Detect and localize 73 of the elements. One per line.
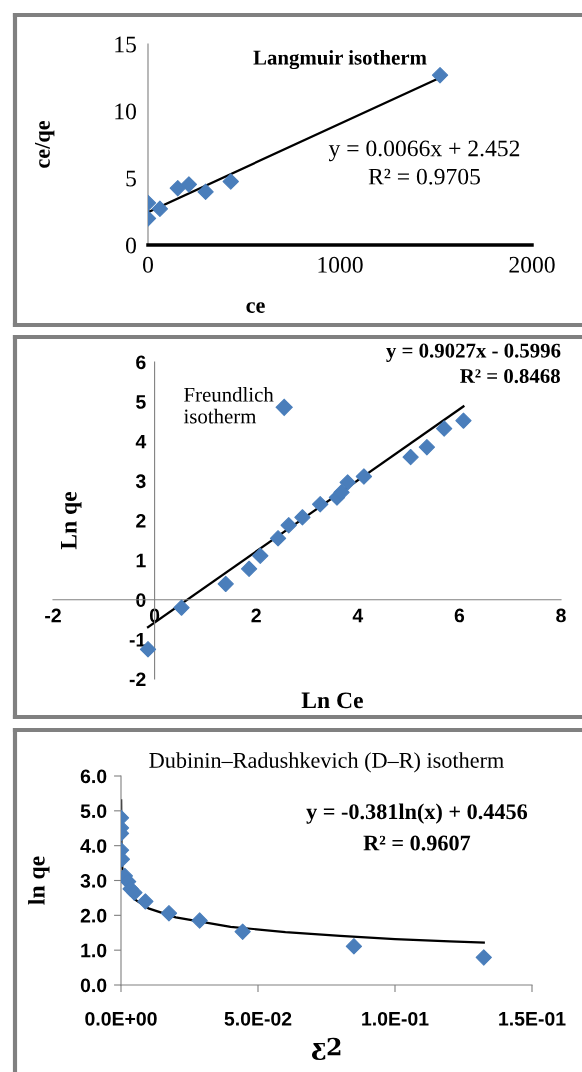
chart-title: Langmuir isotherm xyxy=(253,50,427,70)
y-tick-label: 2.0 xyxy=(80,908,107,923)
point xyxy=(126,884,143,901)
y-axis-title: Ln qe xyxy=(61,491,82,550)
y-tick-label: 5.0 xyxy=(80,804,107,819)
point xyxy=(151,200,169,217)
point xyxy=(160,905,178,922)
annotation: y = -0.381ln(x) + 0.4456 xyxy=(306,803,528,824)
x-tick-label: 4 xyxy=(352,608,364,623)
y-tick-label: -1 xyxy=(129,633,146,647)
y-tick-label: -2 xyxy=(129,672,146,687)
point xyxy=(294,509,311,526)
x-tick-label: -2 xyxy=(45,608,61,623)
point xyxy=(240,560,258,578)
point xyxy=(475,949,492,966)
point xyxy=(234,923,251,940)
point xyxy=(339,474,356,491)
y-tick-label: 0 xyxy=(125,237,136,254)
y-tick-label: 0.0 xyxy=(80,978,107,993)
x-tick-label: 2 xyxy=(251,608,261,623)
x-tick-label: 8 xyxy=(556,608,566,623)
point xyxy=(455,412,472,429)
x-tick-label: 1.0E-01 xyxy=(362,1011,429,1026)
y-tick-label: 1.0 xyxy=(81,943,107,958)
x-axis-title: ce xyxy=(246,302,265,313)
point xyxy=(173,599,190,616)
point xyxy=(252,547,269,564)
y-tick-label: 6.0 xyxy=(80,769,107,784)
point xyxy=(355,468,373,485)
y-tick-label: 10 xyxy=(115,103,136,120)
y-tick-label: 6 xyxy=(136,355,146,370)
point xyxy=(217,575,234,593)
point xyxy=(418,439,436,456)
x-axis-title: ƹ2 xyxy=(311,1037,341,1060)
y-tick-label: 3.0 xyxy=(80,873,107,888)
point xyxy=(402,448,419,466)
point xyxy=(431,67,449,84)
point xyxy=(197,183,214,200)
point xyxy=(191,912,208,929)
point xyxy=(169,180,186,197)
annotation: R² = 0.9705 xyxy=(368,168,480,185)
y-tick-label: 2 xyxy=(136,513,146,528)
text: y = 0.9027x - 0.5996 xyxy=(386,343,561,362)
point xyxy=(269,530,287,547)
x-tick-label: 5.0E-02 xyxy=(224,1011,292,1026)
x-tick-label: 2000 xyxy=(509,256,555,273)
y-tick-label: 5 xyxy=(136,395,146,409)
y-tick-label: 0 xyxy=(136,593,146,607)
annotation: R² = 0.9607 xyxy=(363,835,471,851)
point xyxy=(222,173,239,190)
y-axis-title: ce/qe xyxy=(35,121,55,168)
y-tick-label: 5 xyxy=(126,170,136,187)
point xyxy=(435,420,453,437)
y-tick-label: 15 xyxy=(115,36,136,53)
point xyxy=(312,496,329,513)
x-axis-title: Ln Ce xyxy=(301,692,363,709)
point xyxy=(345,938,363,955)
annotation: R² = 0.8468 xyxy=(460,369,560,384)
annotation: y = 0.0066x + 2.452 xyxy=(328,140,520,162)
x-tick-label: 6 xyxy=(454,608,465,623)
y-tick-label: 1 xyxy=(136,553,146,568)
chart-title: Dubinin–Radushkevich (D–R) isotherm xyxy=(149,752,504,773)
x-tick-label: 1000 xyxy=(318,256,363,273)
y-axis-title: ln qe xyxy=(28,856,50,905)
y-tick-label: 4.0 xyxy=(80,839,107,853)
point xyxy=(180,176,198,193)
x-tick-label: 0.0E+00 xyxy=(85,1011,157,1026)
y-tick-label: 3 xyxy=(135,474,146,489)
legend-label: Freundlich isotherm xyxy=(183,387,274,424)
point xyxy=(137,893,154,910)
x-tick-label: 1.5E-01 xyxy=(499,1011,566,1026)
y-tick-label: 4 xyxy=(135,434,147,449)
point xyxy=(280,517,297,534)
